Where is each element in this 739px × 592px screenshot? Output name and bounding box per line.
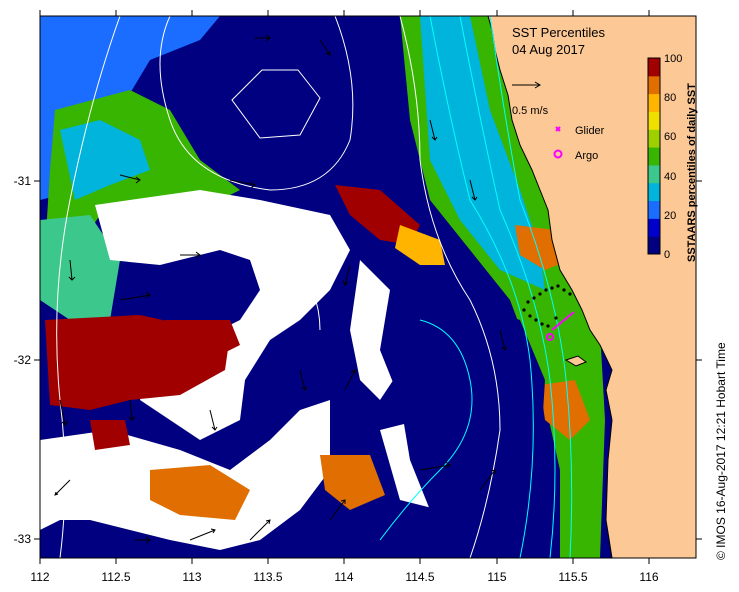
y-axis bbox=[34, 180, 702, 540]
sst-cool-offshore bbox=[380, 290, 545, 540]
colorbar-swatches bbox=[648, 58, 660, 255]
colorbar-swatch bbox=[648, 182, 660, 202]
argo-legend-icon bbox=[553, 149, 563, 159]
colorbar-swatch bbox=[648, 164, 660, 184]
imos-credit: © IMOS 16-Aug-2017 12:21 Hobart Time bbox=[714, 342, 728, 560]
sst-warm-south-orange bbox=[150, 465, 250, 520]
colorbar-frame bbox=[647, 57, 661, 255]
y-tick-label: -32 bbox=[14, 353, 32, 367]
colorbar-title: SSTAARS percentiles of daily SST bbox=[686, 83, 698, 262]
sst-west-band bbox=[40, 215, 120, 320]
x-tick-label: 115 bbox=[487, 570, 506, 584]
colorbar-swatch bbox=[648, 236, 660, 255]
colorbar-swatch bbox=[648, 129, 660, 148]
sst-warm-north-coast-orange bbox=[395, 225, 445, 265]
legend: 0.5 m/s Glider Argo bbox=[512, 81, 605, 162]
y-tick-label: -33 bbox=[14, 532, 32, 546]
sst-warm-south-central bbox=[320, 455, 385, 510]
colorbar-tick-label: 80 bbox=[664, 92, 676, 104]
colorbar-swatch bbox=[648, 93, 660, 112]
colorbar-tick-label: 60 bbox=[664, 131, 676, 143]
argo-float bbox=[546, 333, 554, 341]
x-tick-label: 113.5 bbox=[253, 570, 282, 584]
current-vectors bbox=[54, 34, 508, 544]
x-tick-label: 115.5 bbox=[558, 570, 587, 584]
sst-warm-west-2 bbox=[165, 320, 240, 360]
colorbar-tick-label: 100 bbox=[664, 53, 682, 65]
x-tick-label: 114 bbox=[334, 570, 353, 584]
sst-northwest-cyan bbox=[60, 120, 150, 200]
map-plot-area bbox=[40, 16, 696, 558]
colorbar-tick-label: 40 bbox=[664, 171, 676, 183]
colorbar-tick-label: 20 bbox=[664, 210, 676, 222]
glider-legend-label: Glider bbox=[575, 125, 605, 137]
bathymetry-contours bbox=[56, 16, 573, 558]
plot-frame bbox=[39, 15, 697, 559]
colorbar-swatch bbox=[648, 147, 660, 166]
x-axis bbox=[39, 10, 650, 564]
colorbar-tick-label: 0 bbox=[664, 249, 670, 261]
x-tick-label: 112 bbox=[30, 570, 49, 584]
y-tick-label: -31 bbox=[14, 174, 32, 188]
glider-position bbox=[551, 311, 575, 331]
colorbar-swatch bbox=[648, 200, 660, 219]
argo-legend-label: Argo bbox=[575, 150, 598, 162]
island-rottnest bbox=[564, 355, 588, 367]
x-tick-label: 114.5 bbox=[405, 570, 434, 584]
colorbar-swatch bbox=[648, 111, 660, 130]
x-tick-label: 113 bbox=[182, 570, 201, 584]
colorbar-swatch bbox=[648, 218, 660, 237]
land-western-australia bbox=[487, 16, 696, 558]
reference-vector-label: 0.5 m/s bbox=[512, 105, 549, 117]
sst-warm-southwest bbox=[90, 420, 130, 450]
glider-track bbox=[522, 284, 572, 328]
x-tick-label: 112.5 bbox=[101, 570, 130, 584]
colorbar-swatch bbox=[648, 75, 660, 95]
sst-coastal-band-inner bbox=[420, 16, 545, 290]
colorbar: 0 20 40 60 80 100 SSTAARS percentiles of… bbox=[647, 53, 698, 262]
glider-legend-icon bbox=[555, 126, 561, 132]
map-date: 04 Aug 2017 bbox=[512, 42, 585, 57]
colorbar-swatch bbox=[648, 58, 660, 77]
sst-warm-north-coast bbox=[335, 185, 420, 245]
reference-vector-arrow bbox=[512, 81, 541, 89]
map-title: SST Percentiles bbox=[512, 25, 605, 40]
sst-warm-southcoast bbox=[540, 380, 590, 440]
x-tick-label: 116 bbox=[639, 570, 658, 584]
